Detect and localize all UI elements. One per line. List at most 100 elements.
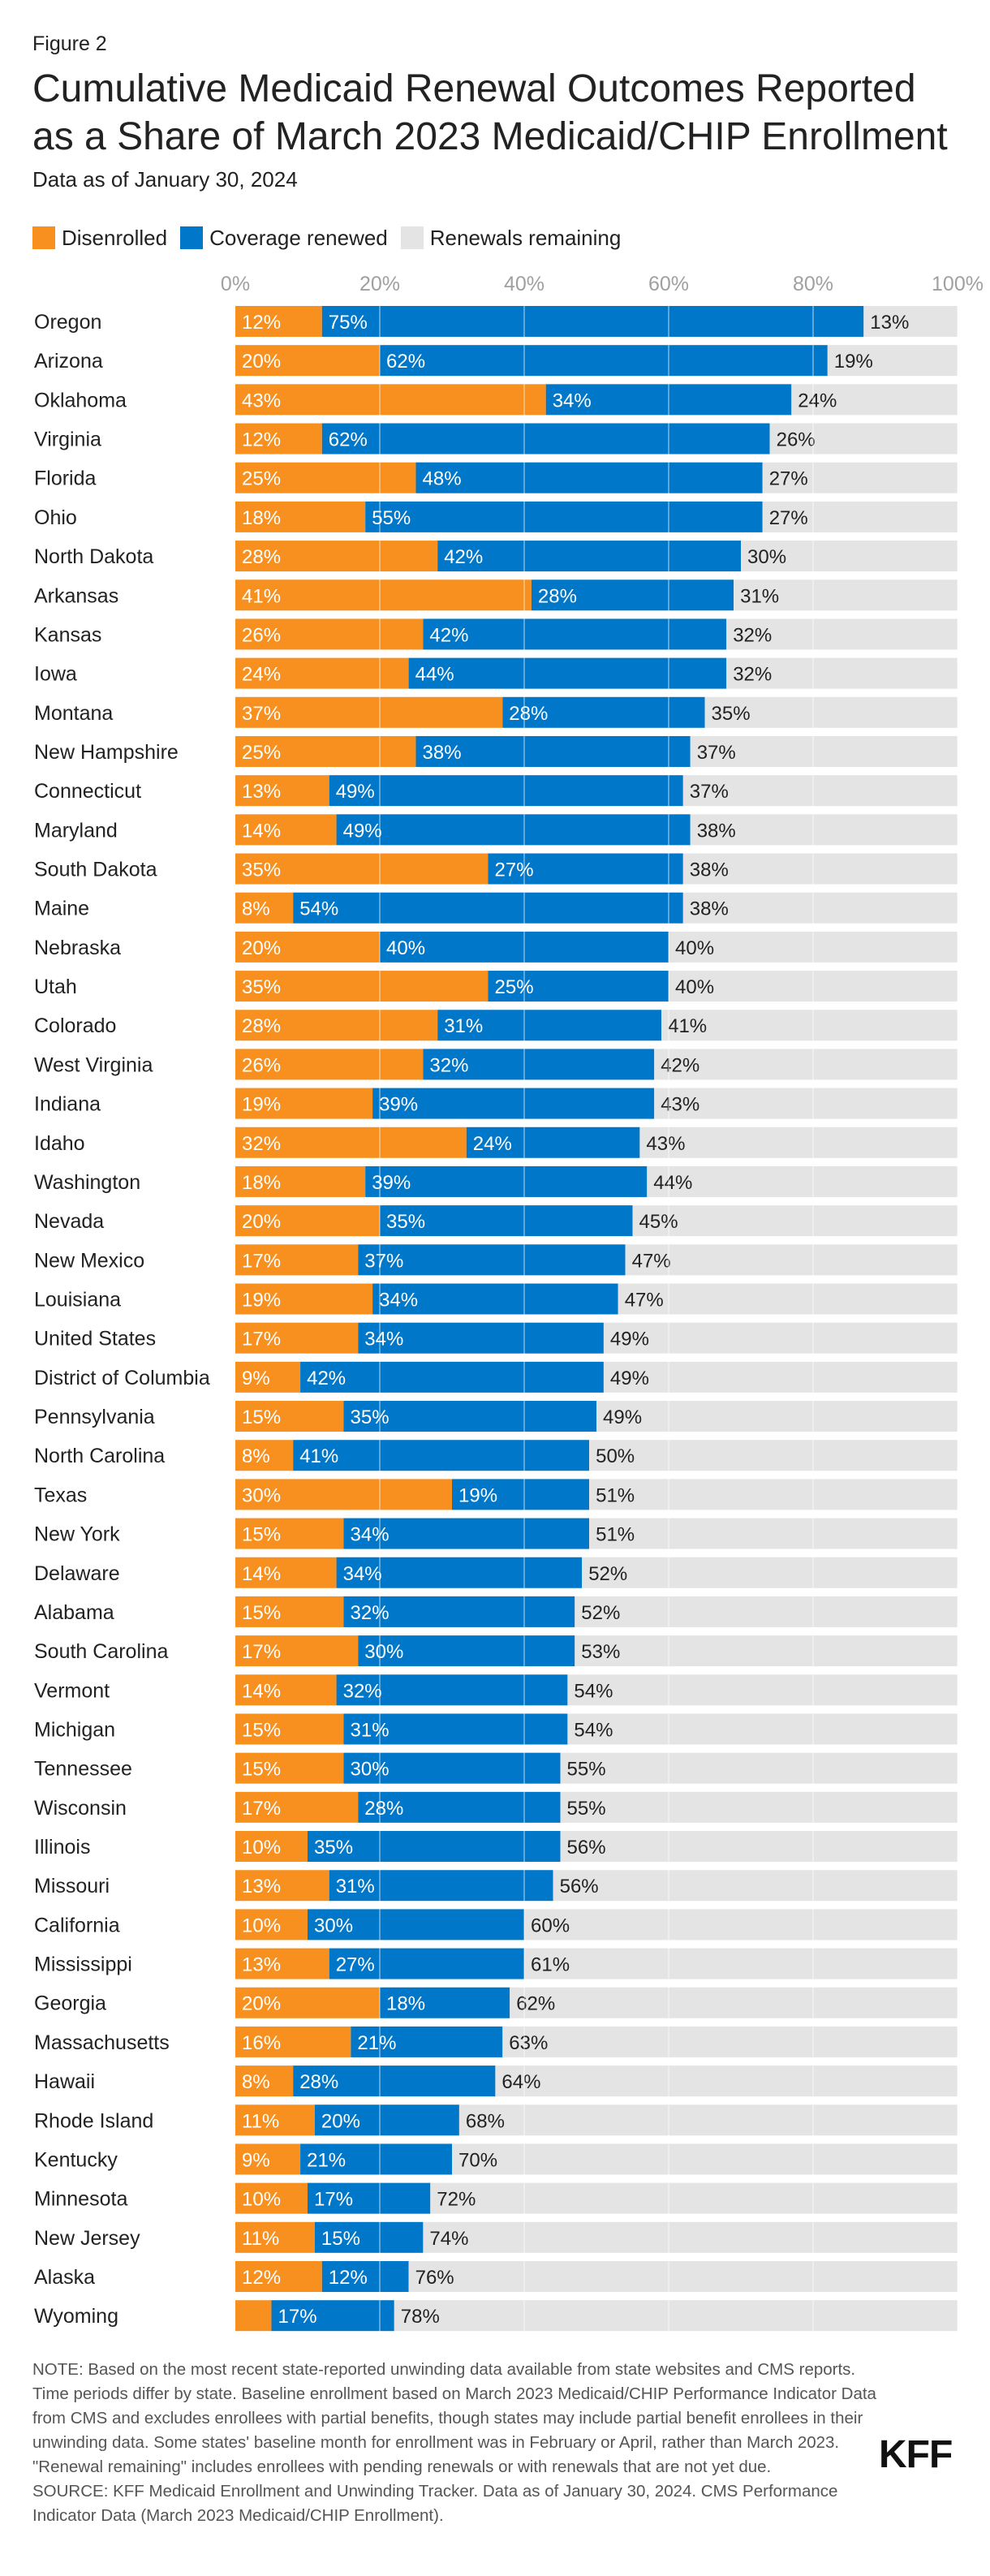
data-label-renewed: 62% xyxy=(386,351,425,373)
data-label-renewed: 34% xyxy=(351,1524,390,1546)
data-label-disenrolled: 19% xyxy=(242,1094,281,1116)
bar-remaining xyxy=(589,1479,958,1510)
notes: NOTE: Based on the most recent state-rep… xyxy=(32,2358,876,2528)
data-label-renewed: 25% xyxy=(495,976,534,998)
bar-remaining xyxy=(553,1870,958,1902)
bar-renewed xyxy=(308,1909,524,1941)
bar-renewed xyxy=(308,1831,561,1863)
category-label: Oklahoma xyxy=(34,389,127,411)
data-label-renewed: 37% xyxy=(364,1250,403,1272)
bar-renewed xyxy=(329,775,683,807)
bar-renewed xyxy=(415,462,763,493)
data-label-disenrolled: 13% xyxy=(242,1876,281,1898)
data-label-remaining: 38% xyxy=(690,859,729,881)
bar-remaining xyxy=(741,541,958,572)
bar-remaining xyxy=(690,735,958,767)
data-label-renewed: 31% xyxy=(351,1719,390,1741)
data-label-renewed: 62% xyxy=(329,429,368,451)
data-label-remaining: 60% xyxy=(531,1915,570,1936)
data-label-remaining: 43% xyxy=(646,1133,685,1155)
figure-label: Figure 2 xyxy=(32,32,107,55)
data-label-disenrolled: 20% xyxy=(242,937,281,959)
data-label-disenrolled: 25% xyxy=(242,468,281,490)
bar-disenrolled xyxy=(235,1596,344,1627)
data-label-remaining: 37% xyxy=(690,781,729,803)
x-tick-label: 80% xyxy=(793,273,833,295)
bar-remaining xyxy=(863,306,958,337)
category-label: Wisconsin xyxy=(34,1797,127,1820)
bar-remaining xyxy=(769,423,958,454)
bar-remaining xyxy=(682,775,958,807)
bar-remaining xyxy=(603,1361,958,1393)
data-label-remaining: 54% xyxy=(574,1680,613,1702)
bar-remaining xyxy=(661,1010,958,1041)
bar-renewed xyxy=(343,1518,590,1549)
data-label-remaining: 62% xyxy=(516,1993,555,2015)
bar-renewed xyxy=(365,1165,648,1197)
data-label-disenrolled: 25% xyxy=(242,742,281,764)
data-label-renewed: 32% xyxy=(343,1680,382,1702)
bar-remaining xyxy=(394,2300,958,2332)
data-label-renewed: 28% xyxy=(538,585,577,607)
data-label-disenrolled: 43% xyxy=(242,390,281,411)
data-label-remaining: 47% xyxy=(632,1250,671,1272)
data-label-renewed: 34% xyxy=(343,1563,382,1585)
bar-disenrolled xyxy=(235,2261,322,2292)
bar-disenrolled xyxy=(235,814,337,846)
data-label-disenrolled: 16% xyxy=(242,2032,281,2054)
data-label-remaining: 61% xyxy=(531,1954,570,1976)
data-label-renewed: 30% xyxy=(351,1759,390,1781)
data-label-remaining: 56% xyxy=(567,1837,606,1859)
data-label-remaining: 51% xyxy=(596,1484,635,1506)
legend: Disenrolled Coverage renewed Renewals re… xyxy=(32,224,634,252)
data-label-disenrolled: 8% xyxy=(242,1445,270,1467)
data-label-disenrolled: 12% xyxy=(242,312,281,334)
category-label: Ohio xyxy=(34,506,77,529)
data-label-disenrolled: 13% xyxy=(242,781,281,803)
bar-disenrolled xyxy=(235,971,489,1002)
category-label: New Hampshire xyxy=(34,741,179,764)
category-label: United States xyxy=(34,1328,156,1350)
bar-remaining xyxy=(567,1674,958,1706)
bar-renewed xyxy=(415,735,691,767)
bar-remaining xyxy=(452,2143,958,2175)
x-tick-label: 60% xyxy=(648,273,689,295)
category-label: Kansas xyxy=(34,623,101,646)
bar-remaining xyxy=(762,462,958,493)
category-label: Vermont xyxy=(34,1679,110,1702)
category-label: Arizona xyxy=(34,350,103,373)
category-label: Maryland xyxy=(34,819,118,842)
bar-remaining xyxy=(502,2026,958,2057)
bar-renewed xyxy=(329,1948,524,1979)
category-label: Texas xyxy=(34,1484,87,1506)
bar-renewed xyxy=(343,1596,575,1627)
category-label: Georgia xyxy=(34,1992,106,2015)
category-label: Idaho xyxy=(34,1132,85,1155)
bar-disenrolled xyxy=(235,1791,359,1823)
data-label-remaining: 63% xyxy=(509,2032,548,2054)
data-label-disenrolled: 17% xyxy=(242,1798,281,1820)
data-label-disenrolled: 41% xyxy=(242,585,281,607)
bar-renewed xyxy=(358,1322,604,1354)
bar-disenrolled xyxy=(235,1987,380,2018)
bar-remaining xyxy=(682,853,958,885)
category-label: New Jersey xyxy=(34,2227,140,2250)
data-label-renewed: 31% xyxy=(444,1015,483,1037)
data-label-disenrolled: 10% xyxy=(242,1837,281,1859)
bar-remaining xyxy=(575,1596,958,1627)
bar-renewed xyxy=(336,1557,583,1588)
data-label-remaining: 74% xyxy=(429,2228,468,2250)
bar-disenrolled xyxy=(235,1948,329,1979)
category-label: Washington xyxy=(34,1171,140,1194)
bar-disenrolled xyxy=(235,2104,315,2136)
bar-disenrolled xyxy=(235,1205,380,1237)
bar-renewed xyxy=(271,2300,394,2332)
data-label-remaining: 64% xyxy=(501,2071,540,2093)
data-label-remaining: 68% xyxy=(466,2110,505,2132)
category-label: Maine xyxy=(34,898,89,920)
category-label: Tennessee xyxy=(34,1758,132,1781)
data-label-remaining: 52% xyxy=(581,1602,620,1624)
data-label-remaining: 47% xyxy=(625,1290,664,1312)
bar-disenrolled xyxy=(235,696,503,728)
data-label-disenrolled: 8% xyxy=(242,898,270,920)
